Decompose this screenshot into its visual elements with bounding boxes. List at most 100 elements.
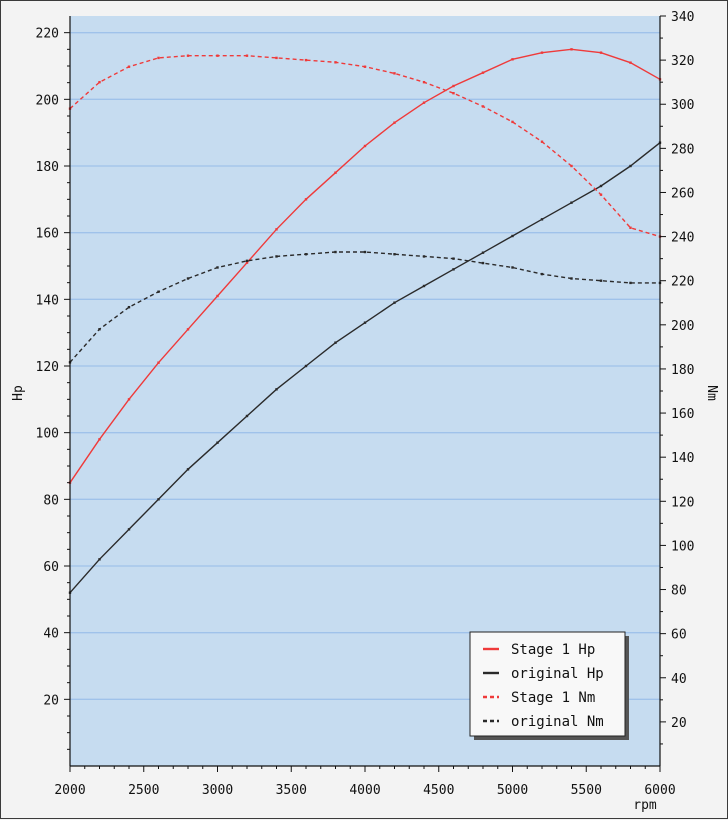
data-point bbox=[452, 84, 455, 88]
data-point bbox=[363, 65, 367, 68]
y-right-tick-label: 340 bbox=[671, 10, 694, 25]
data-point bbox=[304, 58, 308, 62]
x-tick-label: 5000 bbox=[497, 783, 528, 798]
data-point bbox=[157, 361, 160, 364]
data-point bbox=[304, 198, 308, 201]
data-point bbox=[599, 193, 603, 196]
data-point bbox=[481, 71, 485, 74]
legend-item-original-hp: original Hp bbox=[483, 666, 604, 682]
data-point bbox=[157, 498, 160, 501]
y-right-axis-title: Nm bbox=[704, 385, 719, 401]
data-point bbox=[540, 218, 544, 221]
data-point bbox=[570, 164, 573, 168]
y-right-tick-label: 320 bbox=[671, 54, 694, 69]
data-point bbox=[334, 341, 337, 344]
x-axis-title: rpm bbox=[633, 798, 657, 813]
data-point bbox=[511, 266, 514, 269]
legend-item-stage-1-hp: Stage 1 Hp bbox=[483, 642, 595, 658]
data-point bbox=[127, 398, 131, 401]
data-point bbox=[511, 58, 514, 61]
data-point bbox=[570, 201, 573, 204]
legend-label: Stage 1 Hp bbox=[511, 642, 595, 658]
data-point bbox=[422, 80, 426, 84]
y-right-tick-label: 300 bbox=[671, 98, 694, 113]
data-point bbox=[216, 441, 219, 444]
y-left-tick-label: 120 bbox=[36, 360, 59, 375]
data-point bbox=[216, 266, 219, 269]
data-point bbox=[452, 92, 455, 95]
data-point bbox=[304, 253, 308, 256]
y-left-tick-label: 160 bbox=[36, 227, 59, 242]
x-tick-label: 2500 bbox=[128, 783, 159, 798]
data-point bbox=[334, 61, 337, 64]
data-point bbox=[275, 388, 278, 391]
y-right-tick-label: 80 bbox=[671, 584, 687, 599]
legend: Stage 1 Hp original Hp Stage 1 Nm original … bbox=[469, 631, 629, 740]
y-right-tick-label: 220 bbox=[671, 275, 694, 290]
data-point bbox=[422, 284, 426, 288]
data-point bbox=[216, 294, 219, 298]
data-point bbox=[334, 171, 337, 174]
data-point bbox=[481, 251, 485, 254]
data-point bbox=[363, 321, 367, 324]
x-tick-label: 4000 bbox=[349, 783, 380, 798]
data-point bbox=[186, 277, 190, 280]
data-point bbox=[157, 290, 160, 293]
data-point bbox=[275, 56, 278, 60]
data-point bbox=[452, 257, 455, 260]
data-point bbox=[393, 121, 396, 124]
data-point bbox=[334, 250, 337, 254]
data-point bbox=[127, 528, 131, 531]
data-point bbox=[98, 80, 101, 84]
data-point bbox=[186, 54, 190, 57]
data-point bbox=[511, 120, 514, 124]
x-tick-label: 6000 bbox=[644, 783, 675, 798]
data-point bbox=[363, 250, 367, 254]
data-point bbox=[393, 253, 396, 256]
y-left-tick-label: 180 bbox=[36, 160, 59, 175]
gridlines bbox=[70, 32, 660, 700]
data-point bbox=[599, 184, 603, 188]
y-right-tick-label: 40 bbox=[671, 672, 687, 687]
data-point bbox=[629, 226, 632, 229]
y-left-tick-label: 40 bbox=[43, 627, 59, 642]
y-left-tick-label: 140 bbox=[36, 293, 59, 308]
data-point bbox=[393, 72, 396, 75]
data-point bbox=[570, 48, 573, 51]
right-axis-ticks: 20 40 60 80 100 120 140 160 180 200 220 240 260 280 30… bbox=[660, 10, 694, 745]
legend-item-original-nm: original Nm bbox=[483, 714, 604, 730]
data-point bbox=[422, 255, 426, 258]
x-tick-label: 4500 bbox=[423, 783, 454, 798]
data-point bbox=[157, 56, 160, 60]
data-point bbox=[186, 328, 190, 331]
legend-label: original Hp bbox=[511, 666, 604, 682]
left-axis-ticks: 20 40 60 80 100 120 140 160 180 200 220 bbox=[36, 27, 70, 750]
data-point bbox=[540, 51, 544, 54]
data-point bbox=[511, 234, 514, 238]
y-right-tick-label: 100 bbox=[671, 539, 694, 554]
y-left-tick-label: 100 bbox=[36, 427, 59, 442]
data-point bbox=[452, 268, 455, 271]
legend-label: Stage 1 Nm bbox=[511, 690, 595, 706]
data-point bbox=[599, 51, 603, 54]
data-point bbox=[570, 277, 573, 280]
x-tick-label: 5500 bbox=[571, 783, 602, 798]
data-point bbox=[304, 364, 308, 368]
y-left-tick-label: 20 bbox=[43, 693, 59, 708]
legend-item-stage-1-nm: Stage 1 Nm bbox=[483, 690, 595, 706]
y-right-tick-label: 200 bbox=[671, 319, 694, 334]
data-point bbox=[422, 101, 426, 104]
y-left-tick-label: 80 bbox=[43, 493, 59, 508]
y-right-tick-label: 20 bbox=[671, 716, 687, 731]
y-left-axis-title: Hp bbox=[11, 385, 26, 401]
data-point bbox=[245, 414, 249, 418]
data-point bbox=[363, 144, 367, 148]
y-right-tick-label: 140 bbox=[671, 451, 694, 466]
data-point bbox=[245, 259, 249, 263]
data-point bbox=[98, 328, 101, 331]
y-right-tick-label: 280 bbox=[671, 142, 694, 157]
data-point bbox=[186, 468, 190, 471]
data-point bbox=[127, 65, 131, 68]
y-right-tick-label: 260 bbox=[671, 186, 694, 201]
